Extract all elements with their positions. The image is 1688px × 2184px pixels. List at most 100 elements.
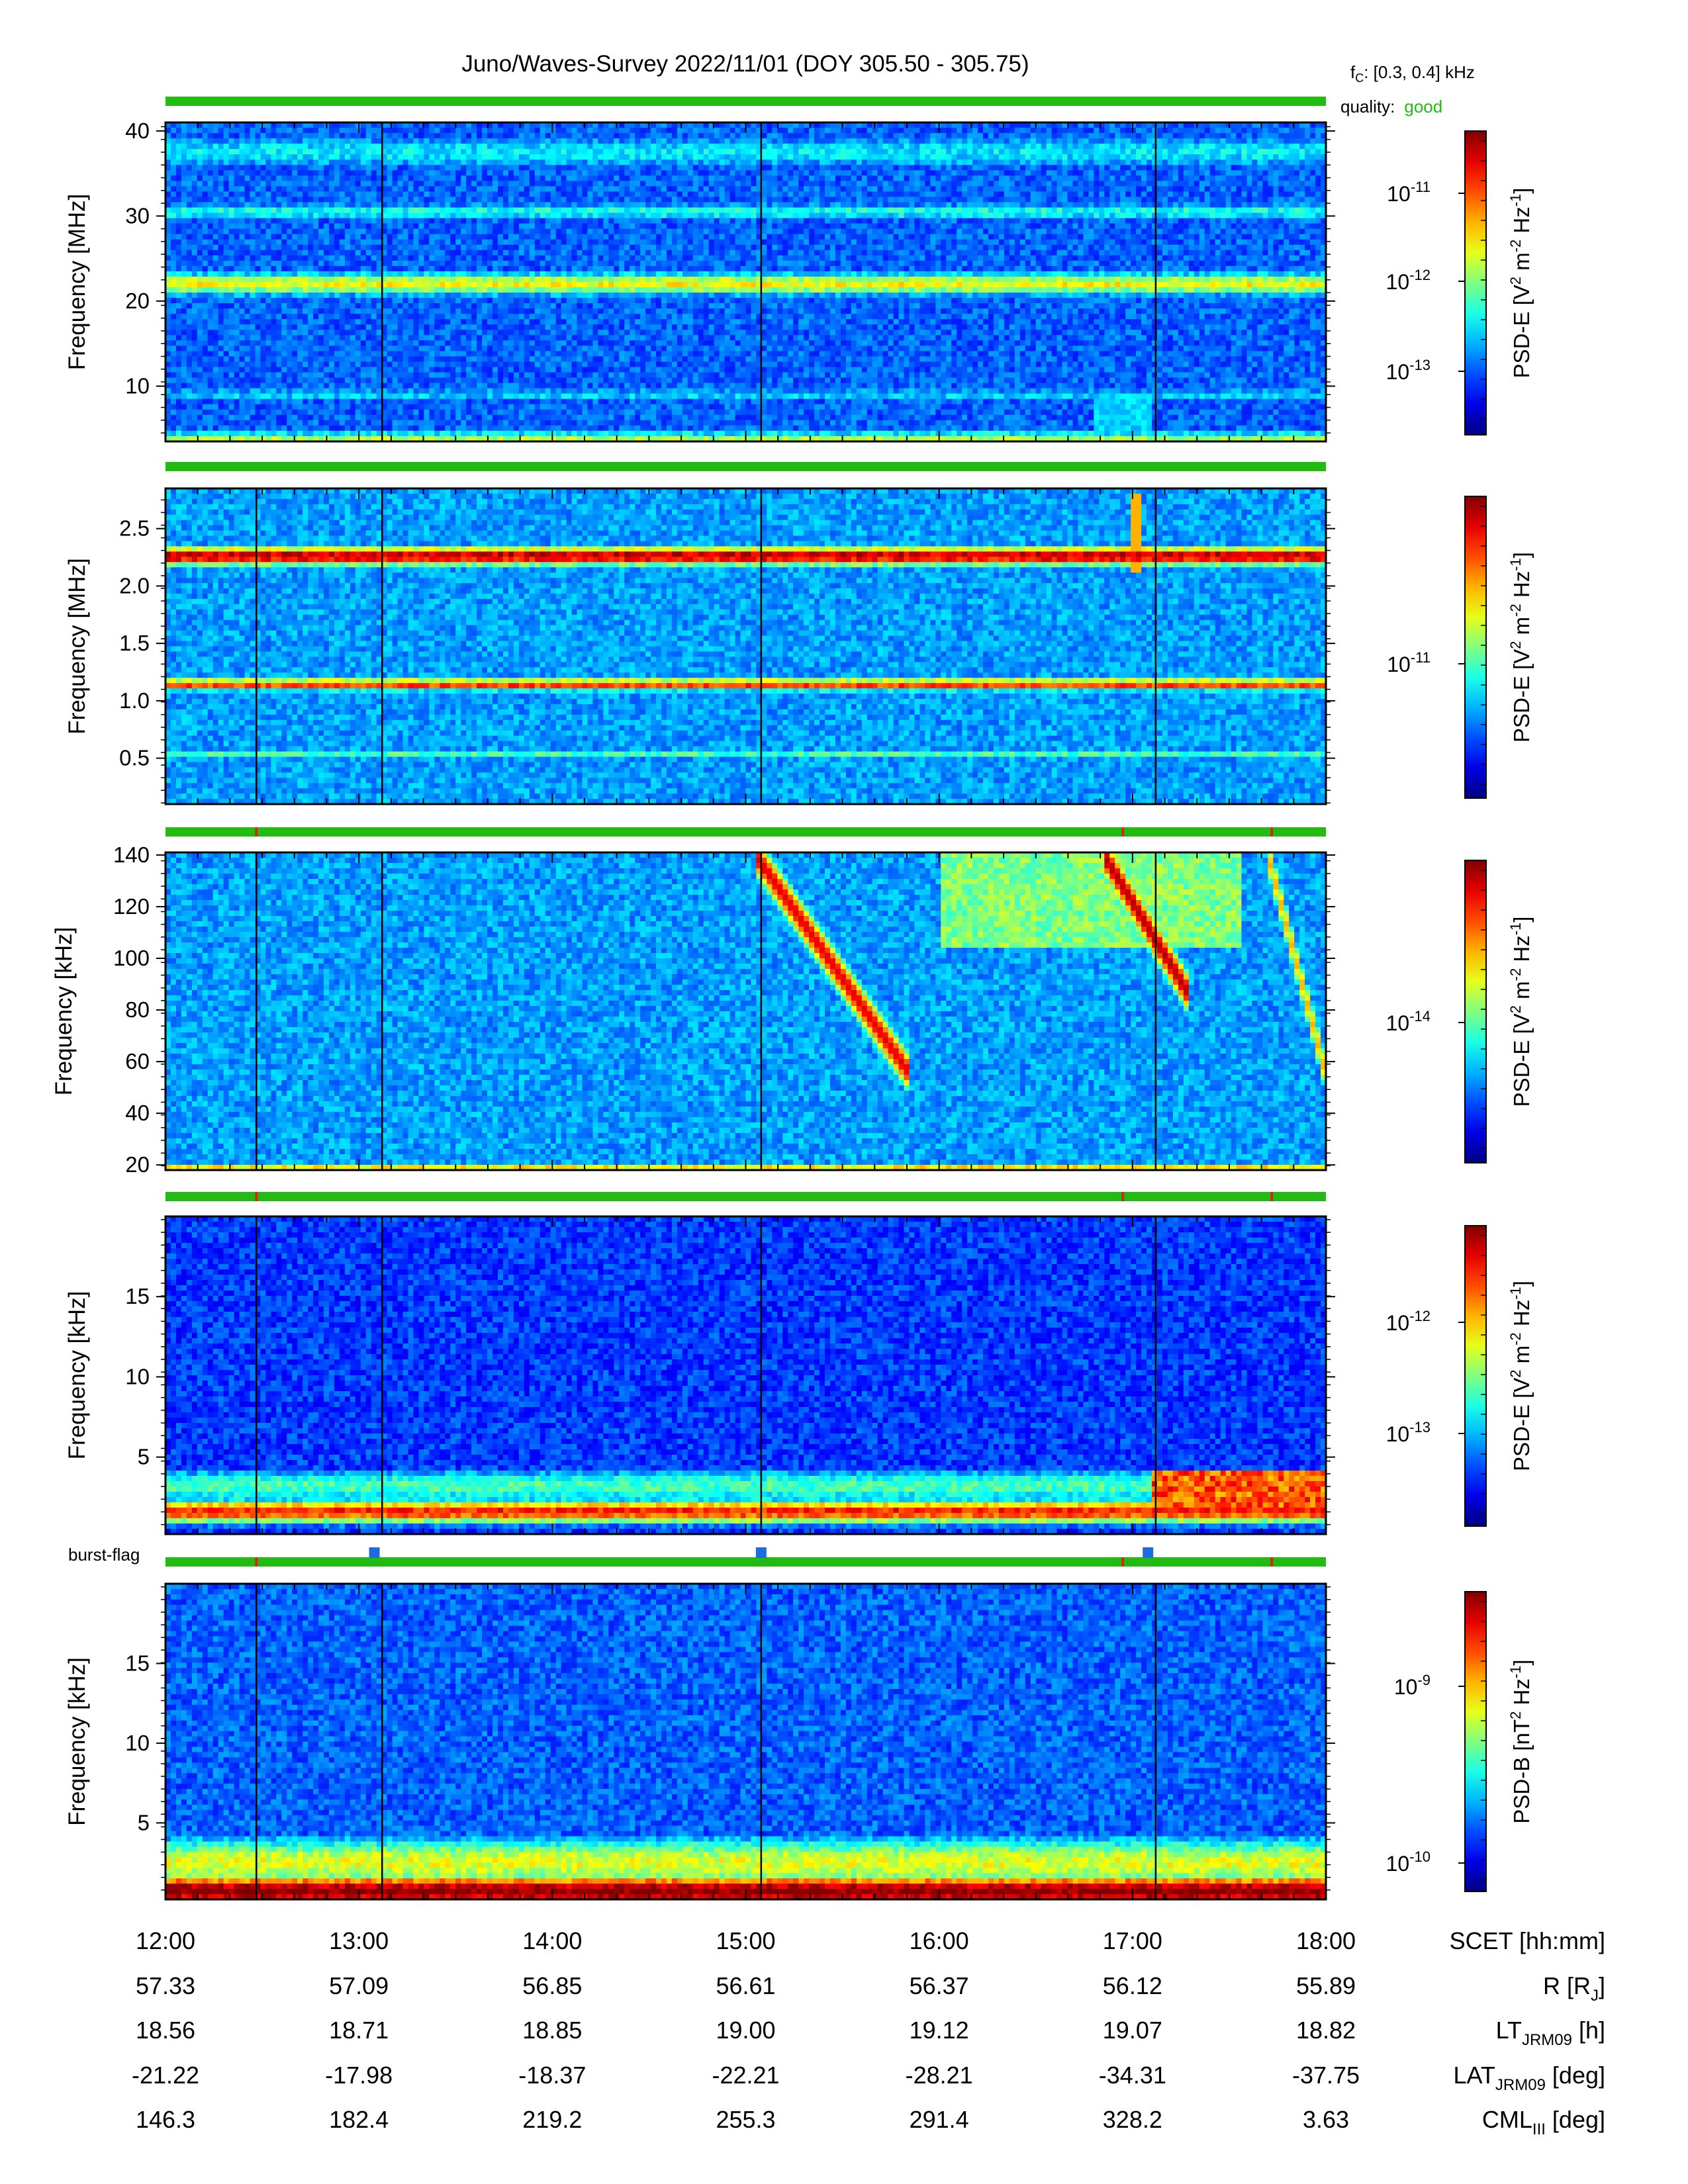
heatmap-cell bbox=[704, 149, 710, 155]
heatmap-cell bbox=[255, 138, 261, 144]
heatmap-cell bbox=[846, 128, 852, 134]
heatmap-cell bbox=[466, 159, 472, 165]
heatmap-cell bbox=[1237, 170, 1243, 176]
heatmap-cell bbox=[471, 138, 477, 144]
heatmap-cell bbox=[387, 128, 393, 134]
heatmap-cell bbox=[777, 138, 783, 144]
heatmap-cell bbox=[287, 133, 293, 139]
heatmap-cell bbox=[709, 133, 715, 139]
heatmap-cell bbox=[466, 149, 472, 155]
heatmap-cell bbox=[1047, 128, 1053, 134]
heatmap-cell bbox=[1020, 144, 1026, 150]
heatmap-cell bbox=[260, 175, 266, 181]
heatmap-cell bbox=[450, 128, 456, 134]
heatmap-cell bbox=[371, 138, 377, 144]
heatmap-cell bbox=[345, 149, 351, 155]
heatmap-cell bbox=[1178, 149, 1184, 155]
heatmap-cell bbox=[313, 175, 319, 181]
heatmap-cell bbox=[229, 138, 235, 144]
heatmap-cell bbox=[297, 175, 303, 181]
heatmap-cell bbox=[424, 149, 430, 155]
heatmap-cell bbox=[746, 149, 752, 155]
heatmap-cell bbox=[825, 138, 831, 144]
heatmap-cell bbox=[229, 133, 235, 139]
heatmap-cell bbox=[841, 159, 847, 165]
heatmap-cell bbox=[656, 175, 662, 181]
heatmap-cell bbox=[1162, 138, 1168, 144]
heatmap-cell bbox=[250, 133, 256, 139]
heatmap-cell bbox=[1237, 144, 1243, 150]
heatmap-cell bbox=[1157, 133, 1163, 139]
heatmap-cell bbox=[334, 133, 340, 139]
heatmap-cell bbox=[218, 133, 224, 139]
heatmap-cell bbox=[265, 128, 271, 134]
heatmap-cell bbox=[946, 138, 952, 144]
heatmap-cell bbox=[978, 138, 984, 144]
heatmap-cell bbox=[592, 175, 598, 181]
heatmap-cell bbox=[1273, 138, 1279, 144]
heatmap-cell bbox=[1041, 165, 1047, 171]
heatmap-cell bbox=[1268, 138, 1274, 144]
heatmap-cell bbox=[1031, 149, 1037, 155]
heatmap-cell bbox=[466, 165, 472, 171]
heatmap-cell bbox=[508, 144, 514, 150]
heatmap-cell bbox=[782, 149, 788, 155]
heatmap-cell bbox=[434, 165, 440, 171]
heatmap-cell bbox=[598, 138, 604, 144]
heatmap-cell bbox=[951, 138, 957, 144]
heatmap-cell bbox=[408, 138, 414, 144]
heatmap-cell bbox=[503, 159, 509, 165]
heatmap-cell bbox=[524, 128, 530, 134]
heatmap-cell bbox=[355, 128, 361, 134]
heatmap-cell bbox=[693, 170, 699, 176]
heatmap-cell bbox=[567, 149, 573, 155]
heatmap-cell bbox=[1189, 133, 1195, 139]
heatmap-cell bbox=[255, 170, 261, 176]
heatmap-cell bbox=[1068, 133, 1074, 139]
heatmap-cell bbox=[1299, 159, 1305, 165]
heatmap-cell bbox=[445, 144, 451, 150]
heatmap-cell bbox=[482, 170, 488, 176]
heatmap-cell bbox=[414, 154, 420, 160]
heatmap-cell bbox=[899, 133, 905, 139]
heatmap-cell bbox=[1120, 133, 1126, 139]
heatmap-cell bbox=[598, 170, 604, 176]
heatmap-cell bbox=[919, 165, 925, 171]
heatmap-cell bbox=[1215, 159, 1221, 165]
heatmap-cell bbox=[461, 154, 467, 160]
heatmap-cell bbox=[271, 133, 277, 139]
heatmap-cell bbox=[218, 149, 224, 155]
heatmap-cell bbox=[608, 175, 614, 181]
heatmap-cell bbox=[1237, 128, 1243, 134]
heatmap-cell bbox=[229, 175, 235, 181]
heatmap-cell bbox=[741, 144, 747, 150]
heatmap-cell bbox=[1221, 138, 1227, 144]
heatmap-cell bbox=[957, 165, 962, 171]
heatmap-cell bbox=[1199, 133, 1205, 139]
heatmap-cell bbox=[181, 159, 187, 165]
heatmap-cell bbox=[1115, 138, 1121, 144]
heatmap-cell bbox=[245, 159, 251, 165]
heatmap-cell bbox=[1284, 170, 1289, 176]
heatmap-cell bbox=[1168, 154, 1174, 160]
heatmap-cell bbox=[250, 138, 256, 144]
heatmap-cell bbox=[983, 149, 989, 155]
heatmap-cell bbox=[1237, 154, 1243, 160]
heatmap-cell bbox=[925, 170, 931, 176]
heatmap-cell bbox=[176, 133, 182, 139]
heatmap-cell bbox=[482, 133, 488, 139]
heatmap-cell bbox=[1273, 144, 1279, 150]
heatmap-cell bbox=[1073, 144, 1079, 150]
heatmap-cell bbox=[820, 144, 825, 150]
heatmap-cell bbox=[203, 159, 209, 165]
heatmap-cell bbox=[1199, 154, 1205, 160]
heatmap-cell bbox=[894, 165, 900, 171]
heatmap-cell bbox=[946, 144, 952, 150]
heatmap-cell bbox=[1189, 159, 1195, 165]
heatmap-cell bbox=[1094, 165, 1100, 171]
heatmap-cell bbox=[1210, 165, 1216, 171]
heatmap-cell bbox=[350, 159, 356, 165]
heatmap-cell bbox=[1246, 144, 1252, 150]
heatmap-cell bbox=[841, 138, 847, 144]
heatmap-cell bbox=[720, 138, 726, 144]
